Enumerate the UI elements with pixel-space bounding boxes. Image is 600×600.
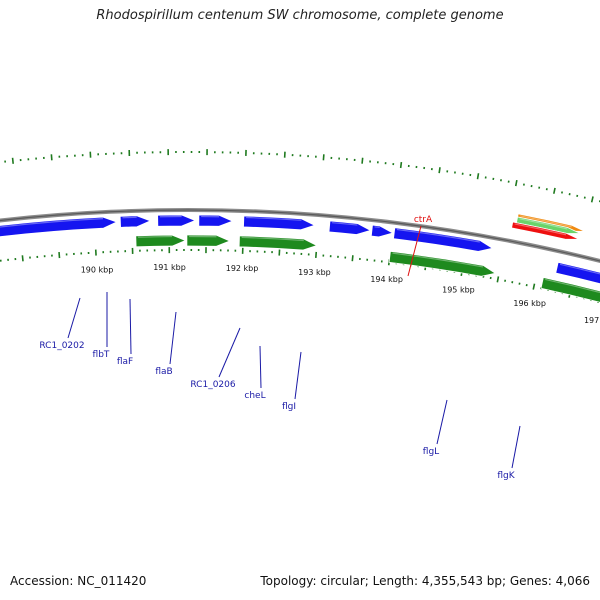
forward-gene-arrow[interactable]	[0, 216, 118, 238]
forward-gene-arrow-sheen	[396, 228, 480, 243]
reverse-gene-arrow[interactable]	[388, 250, 497, 277]
forward-gene-arrow-sheen	[0, 218, 104, 228]
reverse-gene-arrow[interactable]	[238, 235, 318, 251]
gene-label-leader	[294, 351, 302, 400]
kbp-tick-label: 193 kbp	[298, 268, 331, 277]
reverse-gene-arrow[interactable]	[540, 276, 600, 314]
outer-tick-major	[476, 173, 480, 180]
reverse-gene-arrow-sheen	[545, 278, 600, 294]
outer-tick-major	[590, 196, 594, 203]
forward-gene-arrow[interactable]	[119, 215, 152, 228]
highlight-gene-track	[511, 213, 585, 240]
outer-tick-major	[553, 187, 556, 194]
gene-label-leader	[129, 298, 132, 355]
forward-gene-arrow[interactable]	[555, 261, 600, 289]
inner-tick-major	[351, 255, 354, 262]
gene-track	[0, 214, 600, 314]
inner-tick-major	[532, 283, 536, 290]
forward-gene-arrow-sheen	[374, 226, 380, 229]
gene-label-leader	[511, 425, 521, 469]
kbp-tick-label: 197 kbp	[584, 316, 600, 325]
gene-label-leader	[218, 327, 241, 378]
kbp-tick-label: 190 kbp	[81, 266, 114, 275]
reverse-gene-arrow-sheen	[241, 236, 304, 242]
outer-tick-major	[399, 161, 403, 169]
gene-label[interactable]: cheL	[244, 391, 265, 401]
kbp-tick-labels: 190 kbp 191 kbp 192 kbp 193 kbp 194 kbp 195 k…	[81, 263, 600, 325]
gene-label[interactable]: flbT	[93, 350, 110, 360]
reverse-gene-arrow[interactable]	[186, 234, 231, 247]
gene-label[interactable]: flaF	[117, 357, 133, 367]
gene-label-leader	[67, 297, 81, 339]
reverse-gene-arrow-sheen	[392, 252, 484, 268]
forward-gene-arrow-sheen	[332, 222, 358, 226]
gene-label[interactable]: flgL	[423, 447, 439, 457]
gene-label[interactable]: flgK	[497, 471, 515, 481]
gene-label[interactable]: RC1_0206	[190, 380, 235, 390]
ctrA-green-gene-arrow-sheen	[519, 218, 568, 230]
forward-gene-arrow[interactable]	[370, 224, 394, 238]
outer-tick-ring	[4, 149, 600, 203]
forward-gene-arrow[interactable]	[328, 220, 372, 235]
map-title: Rhodospirillum centenum SW chromosome, c…	[96, 8, 504, 23]
outer-tick-major	[11, 157, 14, 164]
gene-label[interactable]: flaB	[155, 367, 172, 377]
outer-tick-major	[361, 157, 364, 164]
kbp-tick-label: 194 kbp	[370, 275, 403, 284]
kbp-tick-label: 192 kbp	[226, 264, 259, 273]
outer-tick-major	[438, 167, 441, 174]
ctrA-red-gene-arrow[interactable]	[511, 221, 580, 240]
genome-summary-text: Topology: circular; Length: 4,355,543 bp…	[260, 574, 590, 588]
gene-labels: RC1_0202 flbT flaF flaB RC1_0206 cheL flgI flgL…	[39, 215, 521, 481]
forward-gene-arrow[interactable]	[157, 214, 197, 227]
forward-gene-arrow[interactable]	[243, 215, 316, 231]
reverse-gene-arrow-sheen	[138, 235, 173, 238]
forward-gene-arrow[interactable]	[393, 227, 494, 252]
chromosome-backbone-edge	[0, 209, 600, 262]
ctrA-orange-gene-arrow-sheen	[520, 215, 572, 228]
forward-gene-arrow-sheen	[246, 216, 302, 221]
reverse-gene-arrow[interactable]	[135, 234, 187, 248]
kbp-tick-label: 196 kbp	[513, 299, 546, 308]
ctrA-label-leader	[407, 225, 422, 277]
kbp-tick-label: 195 kbp	[442, 286, 475, 295]
gene-label-leader	[169, 311, 177, 365]
gene-label-leader	[259, 345, 262, 389]
inner-tick-major	[496, 276, 500, 283]
forward-gene-arrow[interactable]	[198, 214, 234, 227]
outer-tick-major	[514, 180, 518, 187]
gene-label[interactable]: flgI	[282, 402, 296, 412]
kbp-tick-label: 191 kbp	[153, 263, 186, 272]
inner-tick-major	[21, 255, 24, 262]
accession-text: Accession: NC_011420	[10, 574, 147, 588]
gene-label-leader	[436, 399, 448, 445]
ctrA-red-gene-arrow-sheen	[514, 223, 567, 236]
ctrA-gene-label[interactable]: ctrA	[414, 215, 433, 225]
forward-gene-arrow-sheen	[559, 263, 600, 275]
gene-label[interactable]: RC1_0202	[39, 341, 84, 351]
